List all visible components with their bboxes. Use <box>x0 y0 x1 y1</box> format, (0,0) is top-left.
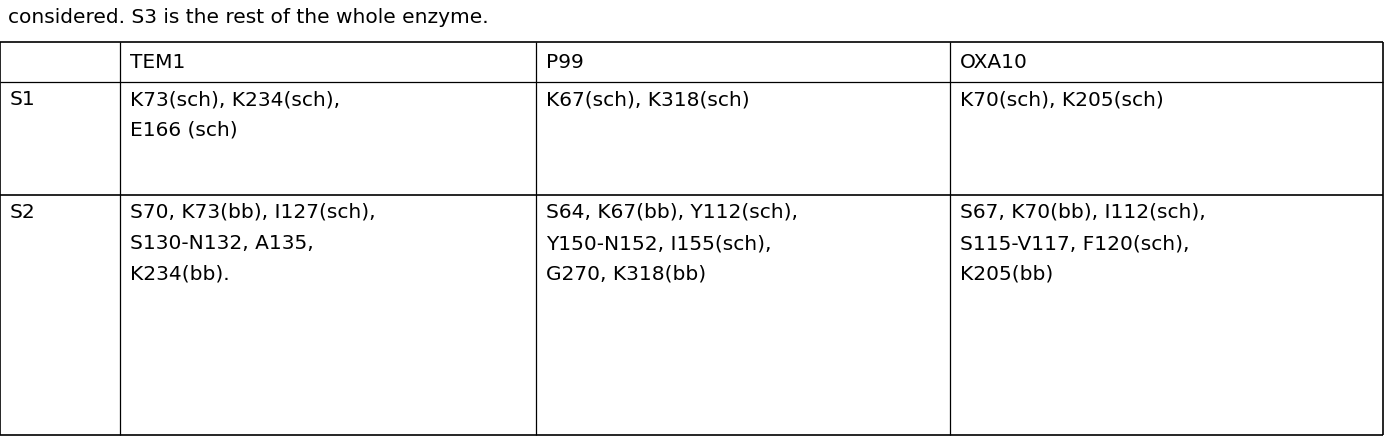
Text: K73(sch), K234(sch),: K73(sch), K234(sch), <box>130 90 340 109</box>
Text: K70(sch), K205(sch): K70(sch), K205(sch) <box>960 90 1164 109</box>
Text: K234(bb).: K234(bb). <box>130 265 230 284</box>
Text: P99: P99 <box>547 53 584 71</box>
Text: Y150-N152, I155(sch),: Y150-N152, I155(sch), <box>547 234 771 253</box>
Text: E166 (sch): E166 (sch) <box>130 121 238 140</box>
Text: S115-V117, F120(sch),: S115-V117, F120(sch), <box>960 234 1189 253</box>
Text: S130-N132, A135,: S130-N132, A135, <box>130 234 314 253</box>
Text: S67, K70(bb), I112(sch),: S67, K70(bb), I112(sch), <box>960 203 1205 222</box>
Text: K67(sch), K318(sch): K67(sch), K318(sch) <box>547 90 750 109</box>
Text: S70, K73(bb), I127(sch),: S70, K73(bb), I127(sch), <box>130 203 375 222</box>
Text: G270, K318(bb): G270, K318(bb) <box>547 265 706 284</box>
Text: S2: S2 <box>10 203 36 222</box>
Text: TEM1: TEM1 <box>130 53 185 71</box>
Text: S64, K67(bb), Y112(sch),: S64, K67(bb), Y112(sch), <box>547 203 799 222</box>
Text: considered. S3 is the rest of the whole enzyme.: considered. S3 is the rest of the whole … <box>8 8 489 27</box>
Text: S1: S1 <box>10 90 36 109</box>
Text: OXA10: OXA10 <box>960 53 1028 71</box>
Text: K205(bb): K205(bb) <box>960 265 1053 284</box>
